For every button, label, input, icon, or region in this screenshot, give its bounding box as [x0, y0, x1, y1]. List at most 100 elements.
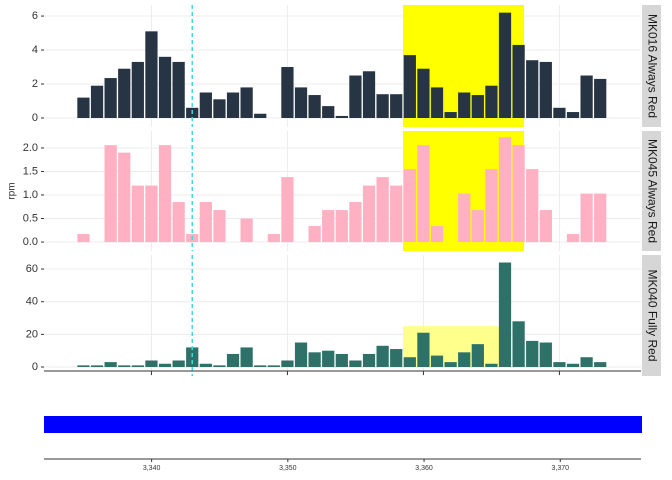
bar — [403, 55, 416, 118]
bar — [77, 365, 90, 368]
bar — [526, 169, 539, 243]
bar — [349, 202, 362, 243]
bar — [471, 344, 484, 368]
bar — [281, 67, 294, 118]
bar — [226, 92, 240, 118]
bar — [553, 107, 566, 118]
y-tick-label: 2.0 — [23, 142, 38, 154]
bar — [458, 193, 471, 243]
bar — [471, 95, 484, 118]
bar — [240, 218, 253, 243]
bar — [254, 113, 267, 118]
y-tick-label: 4 — [32, 44, 38, 56]
bar — [512, 321, 525, 368]
bar — [580, 193, 593, 243]
bar — [131, 365, 144, 368]
bar — [199, 92, 212, 118]
bar — [553, 362, 566, 368]
y-tick-label: 60 — [26, 263, 38, 275]
bar — [362, 185, 376, 243]
strip-label: MK045 Always Red — [645, 139, 659, 243]
bar — [294, 342, 308, 368]
bar — [458, 92, 471, 118]
bar — [335, 210, 348, 243]
bar — [594, 193, 607, 243]
bar — [226, 353, 240, 368]
bar — [118, 152, 131, 243]
strip-background — [642, 131, 661, 251]
bar — [322, 210, 335, 243]
bar — [376, 177, 389, 243]
bar — [498, 262, 512, 368]
bar — [580, 357, 593, 368]
bar — [430, 226, 444, 243]
y-tick-label: 2 — [32, 78, 38, 90]
y-tick-label: 0 — [32, 361, 38, 373]
bar — [539, 61, 552, 118]
bar — [145, 360, 158, 368]
bar — [566, 234, 580, 243]
bar — [145, 31, 158, 118]
bar — [294, 87, 308, 118]
bar — [594, 362, 607, 368]
bar — [172, 202, 185, 243]
bar — [104, 362, 117, 368]
bar — [485, 85, 498, 118]
bar — [172, 360, 185, 368]
bar — [308, 352, 321, 368]
bar — [267, 234, 280, 243]
bar — [240, 347, 253, 368]
bar — [594, 78, 607, 118]
bar — [512, 44, 525, 118]
y-tick-label: 40 — [26, 296, 38, 308]
bar — [131, 185, 144, 243]
y-tick-label: 0 — [32, 112, 38, 124]
bar — [403, 357, 416, 368]
bar — [104, 145, 117, 243]
strip-background — [642, 5, 661, 127]
bar — [158, 363, 172, 368]
y-tick-label: 1.5 — [23, 165, 38, 177]
bar — [376, 345, 389, 368]
bar — [322, 106, 335, 118]
y-tick-label: 20 — [26, 328, 38, 340]
bar — [526, 340, 539, 368]
bar — [90, 365, 104, 368]
bar — [539, 342, 552, 368]
bar — [362, 353, 376, 368]
bar — [390, 185, 403, 243]
bar — [213, 99, 226, 118]
bar — [308, 95, 321, 118]
bar — [199, 363, 212, 368]
bar — [390, 94, 403, 118]
bar — [498, 12, 512, 118]
bar — [376, 94, 389, 118]
bar — [566, 112, 580, 118]
bar — [158, 145, 172, 243]
bar — [240, 87, 253, 118]
bar — [566, 363, 580, 368]
bar — [77, 97, 90, 118]
bar — [430, 355, 444, 368]
feature-track — [44, 416, 642, 433]
x-tick-label: 3,350 — [279, 465, 297, 472]
bar — [186, 347, 199, 368]
bar — [131, 61, 144, 118]
bar — [417, 332, 430, 368]
y-tick-label: 1.0 — [23, 189, 38, 201]
bar — [254, 365, 267, 368]
strip-label: MK016 Always Red — [645, 14, 659, 118]
bar — [104, 78, 117, 118]
bar — [281, 177, 294, 243]
bar — [485, 363, 498, 368]
bar — [213, 365, 226, 368]
bar — [417, 145, 430, 243]
bar — [158, 56, 172, 118]
bar — [485, 169, 498, 243]
bar — [458, 352, 471, 368]
bar — [349, 75, 362, 118]
bar — [444, 362, 457, 368]
bar — [444, 112, 457, 118]
bar — [430, 87, 444, 118]
